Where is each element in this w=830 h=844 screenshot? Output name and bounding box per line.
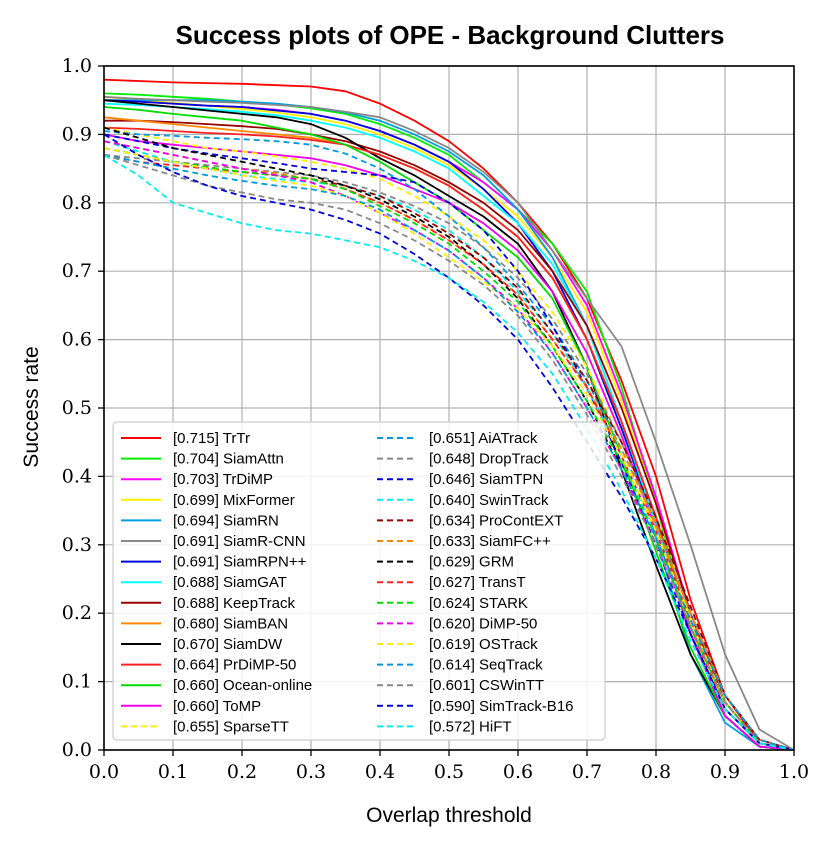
legend-entry: [0.651] AiATrack — [429, 430, 538, 447]
y-tick-label: 0.9 — [62, 123, 92, 145]
x-axis-label: Overlap threshold — [366, 804, 532, 827]
x-tick-label: 0.7 — [572, 761, 602, 783]
legend-entry: [0.680] SiamBAN — [173, 615, 288, 632]
legend-entry: [0.620] DiMP-50 — [429, 615, 537, 632]
legend-box — [112, 421, 606, 741]
series-line-transt — [103, 154, 795, 751]
legend-entry: [0.691] SiamRPN++ — [173, 554, 307, 571]
legend-entry: [0.614] SeqTrack — [429, 657, 543, 674]
legend-entry: [0.660] Ocean-online — [173, 677, 312, 694]
series-line-simtrack-b16 — [103, 133, 795, 751]
x-tick-label: 0.5 — [434, 761, 464, 783]
y-tick-label: 0.7 — [62, 260, 92, 282]
x-tick-label: 0.1 — [158, 761, 188, 783]
series-line-trtr — [103, 78, 795, 751]
y-tick-label: 0.0 — [62, 739, 92, 761]
legend-entry: [0.572] HiFT — [429, 718, 512, 735]
series-line-cswintt — [103, 154, 795, 751]
legend: [0.715] TrTr [0.704] SiamAttn [0.703] TrDi… — [112, 421, 606, 741]
legend-entry: [0.601] CSWinTT — [429, 677, 544, 694]
x-tick-label: 0.6 — [503, 761, 533, 783]
y-tick-label: 0.1 — [62, 671, 92, 693]
legend-entry: [0.688] KeepTrack — [173, 595, 296, 612]
x-tick-label: 0.9 — [710, 761, 740, 783]
y-tick-label: 0.6 — [62, 329, 92, 351]
y-tick-label: 0.3 — [62, 534, 92, 556]
legend-entry: [0.694] SiamRN — [173, 512, 279, 529]
legend-entry: [0.633] SiamFC++ — [429, 533, 551, 550]
y-tick-label: 0.8 — [62, 192, 92, 214]
legend-entry: [0.619] OSTrack — [429, 636, 538, 653]
series-lines — [103, 78, 795, 751]
series-line-siamtpn — [103, 133, 795, 751]
legend-entry: [0.664] PrDiMP-50 — [173, 657, 296, 674]
x-tick-label: 0.0 — [89, 761, 119, 783]
y-axis-label: Success rate — [20, 346, 43, 467]
legend-entry: [0.691] SiamR-CNN — [173, 533, 306, 550]
legend-entry: [0.624] STARK — [429, 595, 528, 612]
series-line-hift — [103, 154, 795, 751]
legend-entry: [0.640] SwinTrack — [429, 492, 549, 509]
x-tick-label: 0.8 — [641, 761, 671, 783]
y-tick-label: 0.5 — [62, 397, 92, 419]
legend-entry: [0.699] MixFormer — [173, 492, 295, 509]
series-line-seqtrack — [103, 154, 795, 751]
series-line-keeptrack — [104, 119, 795, 751]
x-tick-label: 0.4 — [365, 761, 395, 783]
legend-entry: [0.590] SimTrack-B16 — [429, 698, 574, 715]
legend-entry: [0.704] SiamAttn — [173, 451, 284, 468]
x-axis-ticks: 0.0 0.1 0.2 0.3 0.4 0.5 0.6 0.7 0.8 0.9 1.0 — [89, 750, 809, 783]
x-tick-label: 0.3 — [296, 761, 326, 783]
chart-title: Success plots of OPE - Background Clutte… — [176, 20, 725, 50]
plot-frame — [103, 65, 795, 751]
series-line-siamdw — [103, 99, 795, 751]
legend-entry: [0.648] DropTrack — [429, 451, 549, 468]
series-line-grm — [103, 126, 795, 751]
y-tick-label: 1.0 — [62, 55, 92, 77]
legend-entry: [0.655] SparseTT — [173, 718, 289, 735]
legend-entry: [0.670] SiamDW — [173, 636, 283, 653]
legend-entry: [0.715] TrTr — [173, 430, 250, 447]
series-line-siamr-cnn — [103, 95, 795, 751]
legend-entry: [0.629] GRM — [429, 554, 514, 571]
legend-entry: [0.688] SiamGAT — [173, 574, 287, 591]
series-line-ostrack — [103, 147, 795, 751]
y-tick-label: 0.2 — [62, 602, 92, 624]
x-tick-label: 1.0 — [779, 761, 809, 783]
y-axis-ticks: 0.0 0.1 0.2 0.3 0.4 0.5 0.6 0.7 0.8 0.9 1.0 — [62, 55, 104, 761]
legend-entry: [0.646] SiamTPN — [429, 471, 543, 488]
series-line-stark — [103, 147, 795, 751]
legend-entry: [0.627] TransT — [429, 574, 526, 591]
legend-entry: [0.634] ProContEXT — [429, 512, 563, 529]
legend-entry: [0.660] ToMP — [173, 698, 261, 715]
y-tick-label: 0.4 — [62, 465, 92, 487]
x-tick-label: 0.2 — [227, 761, 257, 783]
legend-entry: [0.703] TrDiMP — [173, 471, 273, 488]
